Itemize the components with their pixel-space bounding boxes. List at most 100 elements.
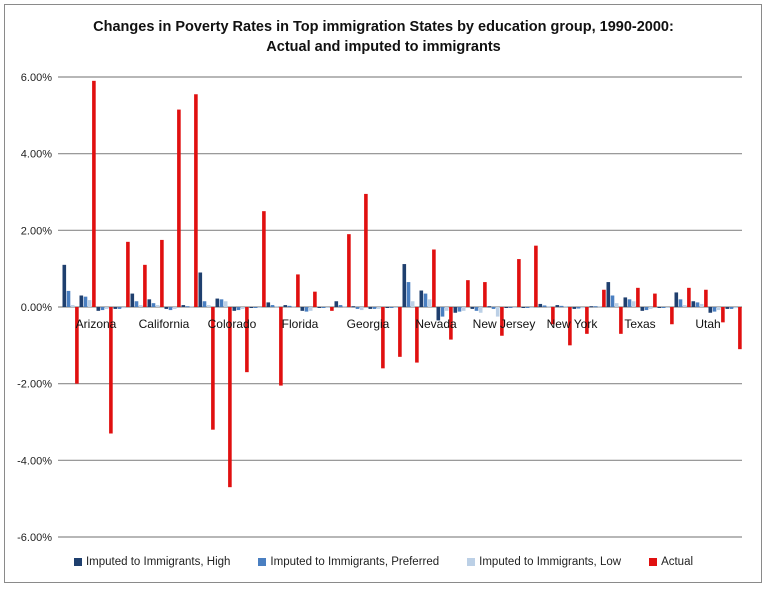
bar-actual (483, 282, 487, 307)
bar-imputed-to-immigrants-high (708, 307, 713, 313)
bar-imputed-to-immigrants-preferred (457, 307, 462, 312)
bar-imputed-to-immigrants-preferred (491, 307, 496, 309)
bar-imputed-to-immigrants-preferred (219, 299, 224, 307)
bar-imputed-to-immigrants-preferred (406, 282, 411, 307)
bar-imputed-to-immigrants-low (308, 307, 313, 311)
bar-imputed-to-immigrants-low (478, 307, 483, 313)
bar-imputed-to-immigrants-high (130, 293, 135, 307)
bar-imputed-to-immigrants-low (155, 305, 160, 307)
bar-actual (568, 307, 572, 346)
legend-swatch (467, 558, 476, 566)
bar-imputed-to-immigrants-low (733, 307, 738, 309)
bar-actual (330, 307, 334, 311)
chart-subtitle: Actual and imputed to immigrants (266, 39, 501, 55)
bar-imputed-to-immigrants-preferred (372, 307, 377, 309)
bar-imputed-to-immigrants-preferred (440, 307, 445, 317)
bar-imputed-to-immigrants-low (461, 307, 466, 311)
chart-title-block: Changes in Poverty Rates in Top immigrat… (0, 17, 767, 57)
bar-actual (738, 307, 742, 350)
bar-imputed-to-immigrants-low (597, 306, 602, 308)
bar-imputed-to-immigrants-low (648, 307, 653, 309)
bar-imputed-to-immigrants-preferred (151, 303, 156, 307)
bar-actual (177, 109, 181, 307)
bar-imputed-to-immigrants-high (283, 305, 288, 307)
bar-imputed-to-immigrants-preferred (304, 307, 309, 312)
bar-imputed-to-immigrants-preferred (678, 299, 683, 307)
y-tick-label: 4.00% (21, 149, 52, 161)
bar-actual (432, 249, 436, 307)
bar-imputed-to-immigrants-low (342, 306, 347, 308)
bar-imputed-to-immigrants-preferred (695, 302, 700, 307)
bar-actual (449, 307, 453, 340)
bar-actual (585, 307, 589, 334)
bar-imputed-to-immigrants-low (172, 307, 177, 309)
bar-imputed-to-immigrants-high (487, 306, 492, 308)
x-category-label: New Jersey (473, 317, 536, 331)
bar-imputed-to-immigrants-preferred (270, 305, 275, 307)
bar-imputed-to-immigrants-low (529, 307, 534, 308)
legend-label: Imputed to Immigrants, Low (479, 556, 622, 568)
bar-imputed-to-immigrants-low (257, 307, 262, 308)
bar-imputed-to-immigrants-high (623, 297, 628, 307)
bar-actual (211, 307, 215, 430)
bar-imputed-to-immigrants-preferred (559, 305, 564, 307)
bar-imputed-to-immigrants-low (427, 299, 432, 307)
bar-imputed-to-immigrants-high (249, 307, 254, 308)
bar-imputed-to-immigrants-low (274, 306, 279, 308)
bar-imputed-to-immigrants-high (538, 303, 543, 307)
bar-actual (551, 307, 555, 325)
bar-imputed-to-immigrants-high (215, 298, 220, 307)
chart-legend: Imputed to Immigrants, High Imputed to Im… (0, 556, 767, 568)
bar-imputed-to-immigrants-preferred (253, 307, 258, 308)
y-tick-label: -2.00% (17, 379, 52, 391)
bar-actual (602, 289, 606, 307)
bar-imputed-to-immigrants-preferred (185, 306, 190, 308)
bar-imputed-to-immigrants-preferred (610, 295, 615, 307)
bar-imputed-to-immigrants-low (444, 307, 449, 311)
bar-imputed-to-immigrants-preferred (542, 305, 547, 307)
bar-imputed-to-immigrants-preferred (593, 306, 598, 308)
bar-actual (160, 239, 164, 307)
bar-imputed-to-immigrants-high (453, 307, 458, 313)
bar-imputed-to-immigrants-high (657, 307, 662, 308)
bar-actual (517, 259, 521, 307)
legend-item: Imputed to Immigrants, High (73, 556, 230, 568)
bar-imputed-to-immigrants-high (164, 307, 169, 309)
bar-imputed-to-immigrants-low (325, 307, 330, 308)
bar-actual (313, 291, 317, 307)
bar-imputed-to-immigrants-high (147, 299, 152, 307)
legend-swatch (649, 558, 658, 566)
bar-imputed-to-immigrants-high (368, 307, 373, 309)
bar-imputed-to-immigrants-preferred (236, 307, 241, 311)
bar-imputed-to-immigrants-high (96, 307, 101, 311)
bar-actual (347, 234, 351, 307)
bar-imputed-to-immigrants-low (138, 305, 143, 307)
bar-imputed-to-immigrants-low (359, 307, 364, 311)
bar-actual (704, 289, 708, 307)
bar-imputed-to-immigrants-high (113, 307, 118, 309)
bar-actual (619, 307, 623, 334)
bar-actual (364, 193, 368, 307)
x-category-label: Nevada (415, 317, 457, 331)
chart-frame (4, 4, 762, 583)
x-category-label: Georgia (347, 317, 390, 331)
legend-swatch (73, 558, 82, 566)
bar-imputed-to-immigrants-preferred (66, 290, 71, 307)
bar-imputed-to-immigrants-low (699, 303, 704, 307)
bar-actual (500, 307, 504, 336)
bar-imputed-to-immigrants-low (70, 305, 75, 307)
bar-actual (194, 94, 198, 307)
bar-imputed-to-immigrants-preferred (100, 307, 105, 311)
bar-imputed-to-immigrants-preferred (576, 307, 581, 309)
bar-imputed-to-immigrants-high (555, 305, 560, 307)
bar-actual (279, 307, 283, 386)
y-tick-label: 0.00% (21, 302, 52, 314)
bar-imputed-to-immigrants-preferred (627, 299, 632, 307)
legend-swatch (258, 558, 267, 566)
bar-imputed-to-immigrants-low (291, 306, 296, 308)
y-tick-label: -4.00% (17, 455, 52, 467)
bar-imputed-to-immigrants-preferred (389, 307, 394, 308)
bar-imputed-to-immigrants-low (682, 305, 687, 307)
bar-imputed-to-immigrants-low (580, 307, 585, 309)
